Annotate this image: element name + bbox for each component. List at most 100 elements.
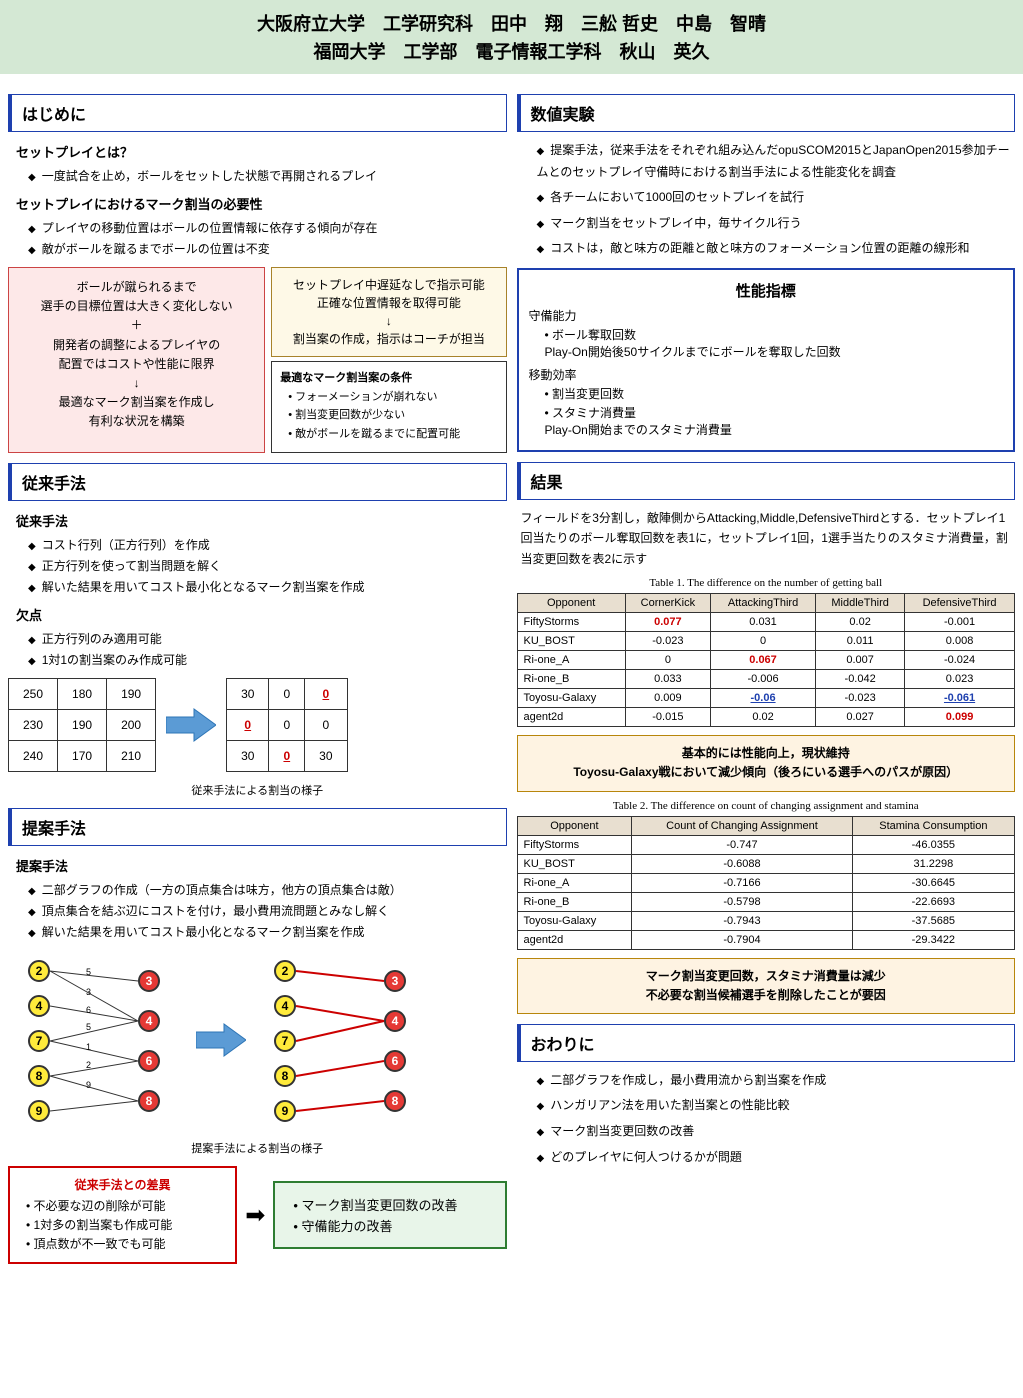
table-cell: KU_BOST xyxy=(517,854,632,873)
list-item: 二部グラフを作成し，最小費用流から割当案を作成 xyxy=(537,1070,1016,1092)
diff-title: 従来手法との差異 xyxy=(18,1176,227,1193)
difference-box: 従来手法との差異 不必要な辺の削除が可能1対多の割当案も作成可能頂点数が不一致で… xyxy=(8,1166,237,1264)
prop-sub: 提案手法 xyxy=(16,856,507,875)
list-item: 頂点数が不一致でも可能 xyxy=(26,1235,227,1252)
matrix-cell: 30 xyxy=(305,741,347,772)
graph-node-enemy: 3 xyxy=(384,970,406,992)
table-header: Opponent xyxy=(517,594,625,613)
yellow-stack: セットプレイ中遅延なしで指示可能 正確な位置情報を取得可能 ↓ 割当案の作成，指… xyxy=(271,267,506,453)
matrix-cell: 240 xyxy=(9,741,58,772)
list-item: コスト行列（正方行列）を作成 xyxy=(28,536,507,553)
table-cell: 0.009 xyxy=(625,689,710,708)
table-cell: 0.007 xyxy=(816,651,905,670)
graph-node-enemy: 6 xyxy=(138,1050,160,1072)
matrix-cell: 0 xyxy=(305,679,347,710)
section-conclusion: おわりに xyxy=(517,1024,1016,1062)
section-results: 結果 xyxy=(517,462,1016,500)
list-item: スタミナ消費量 Play-On開始までのスタミナ消費量 xyxy=(545,404,1004,438)
matrix-cell: 210 xyxy=(107,741,156,772)
white-box-list: フォーメーションが崩れない割当変更回数が少ない敵がボールを蹴るまでに配置可能 xyxy=(280,389,497,443)
table-cell: agent2d xyxy=(517,930,632,949)
table-cell: -0.747 xyxy=(632,835,852,854)
table-cell: -0.7943 xyxy=(632,911,852,930)
table-cell: -0.015 xyxy=(625,708,710,727)
table-cell: FiftyStorms xyxy=(517,613,625,632)
improve-list: マーク割当変更回数の改善守備能力の改善 xyxy=(285,1195,494,1235)
table1: OpponentCornerKickAttackingThirdMiddleTh… xyxy=(517,593,1016,727)
list-item: 割当変更回数 xyxy=(545,385,1004,402)
table-cell: Ri-one_A xyxy=(517,651,625,670)
cost-matrix-right: 300000030030 xyxy=(226,678,347,772)
matrix-cell: 0 xyxy=(269,679,305,710)
edge-weight: 5 xyxy=(86,967,91,977)
graph-node-enemy: 4 xyxy=(138,1010,160,1032)
matrix-cell: 30 xyxy=(227,741,269,772)
table-cell: -30.6645 xyxy=(852,873,1014,892)
header-line-2: 福岡大学 工学部 電子情報工学科 秋山 英久 xyxy=(0,38,1023,64)
table-cell: Toyosu-Galaxy xyxy=(517,911,632,930)
edge-weight: 2 xyxy=(86,1060,91,1070)
orange-summary-2: マーク割当変更回数，スタミナ消費量は減少 不必要な割当候補選手を削除したことが要… xyxy=(517,958,1016,1014)
perf-def-list: ボール奪取回数 Play-On開始後50サイクルまでにボールを奪取した回数 xyxy=(529,326,1004,360)
matrix-cell: 190 xyxy=(58,710,107,741)
table-cell: -0.001 xyxy=(905,613,1015,632)
bottom-comparison: 従来手法との差異 不必要な辺の削除が可能1対多の割当案も作成可能頂点数が不一致で… xyxy=(8,1166,507,1264)
table-cell: Ri-one_B xyxy=(517,892,632,911)
arrow-icon-2 xyxy=(196,1020,246,1060)
perf-def-label: 守備能力 xyxy=(529,307,1004,324)
graph-node-ally: 8 xyxy=(274,1065,296,1087)
edge-weight: 3 xyxy=(86,987,91,997)
table-cell: FiftyStorms xyxy=(517,835,632,854)
table-header: Count of Changing Assignment xyxy=(632,816,852,835)
graph-node-enemy: 3 xyxy=(138,970,160,992)
list-item: プレイヤの移動位置はボールの位置情報に依存する傾向が存在 xyxy=(28,219,507,236)
matrix-cell: 30 xyxy=(227,679,269,710)
table-cell: 0.067 xyxy=(710,651,815,670)
bipartite-before: 2478934685365129 xyxy=(8,950,188,1130)
white-conditions-box: 最適なマーク割当案の条件 フォーメーションが崩れない割当変更回数が少ない敵がボー… xyxy=(271,361,506,453)
table-cell: 0.02 xyxy=(816,613,905,632)
list-item: 不必要な辺の削除が可能 xyxy=(26,1197,227,1214)
table-header: DefensiveThird xyxy=(905,594,1015,613)
sub-mark-necessity: セットプレイにおけるマーク割当の必要性 xyxy=(16,194,507,213)
table-cell: 0 xyxy=(710,632,815,651)
perf-eff-label: 移動効率 xyxy=(529,366,1004,383)
matrix-cell: 180 xyxy=(58,679,107,710)
bipartite-caption: 提案手法による割当の様子 xyxy=(8,1140,507,1156)
sub1-list: 一度試合を止め，ボールをセットした状態で再開されるプレイ xyxy=(8,167,507,184)
list-item: 1対1の割当案のみ作成可能 xyxy=(28,651,507,668)
table-cell: -0.06 xyxy=(710,689,815,708)
list-item: 頂点集合を結ぶ辺にコストを付け，最小費用流問題とみなし解く xyxy=(28,902,507,919)
list-item: マーク割当をセットプレイ中，毎サイクル行う xyxy=(537,213,1016,235)
table-cell: Toyosu-Galaxy xyxy=(517,689,625,708)
list-item: ハンガリアン法を用いた割当案との性能比較 xyxy=(537,1095,1016,1117)
table-cell: -0.024 xyxy=(905,651,1015,670)
table-cell: -29.3422 xyxy=(852,930,1014,949)
table-cell: 0.011 xyxy=(816,632,905,651)
graph-node-ally: 4 xyxy=(28,995,50,1017)
edge-weight: 1 xyxy=(86,1042,91,1052)
list-item: 割当変更回数が少ない xyxy=(288,407,497,424)
left-column: はじめに セットプレイとは？ 一度試合を止め，ボールをセットした状態で再開される… xyxy=(8,84,507,1264)
matrix-cell: 200 xyxy=(107,710,156,741)
table-cell: -0.061 xyxy=(905,689,1015,708)
graph-node-ally: 7 xyxy=(28,1030,50,1052)
list-item: 解いた結果を用いてコスト最小化となるマーク割当案を作成 xyxy=(28,578,507,595)
graph-node-ally: 9 xyxy=(274,1100,296,1122)
results-paragraph: フィールドを3分割し，敵陣側からAttacking,Middle,Defensi… xyxy=(521,508,1012,569)
yellow-coach-box: セットプレイ中遅延なしで指示可能 正確な位置情報を取得可能 ↓ 割当案の作成，指… xyxy=(271,267,506,357)
table-cell: -46.0355 xyxy=(852,835,1014,854)
bipartite-diagram: 2478934685365129 247893468 xyxy=(8,950,507,1130)
header-banner: 大阪府立大学 工学研究科 田中 翔 三舩 哲史 中島 智晴 福岡大学 工学部 電… xyxy=(0,0,1023,74)
table-cell: -22.6693 xyxy=(852,892,1014,911)
sub-setplay-def: セットプレイとは？ xyxy=(16,142,507,161)
graph-node-ally: 2 xyxy=(28,960,50,982)
matrix-cell: 0 xyxy=(269,710,305,741)
list-item: 守備能力の改善 xyxy=(293,1216,494,1235)
section-experiment: 数値実験 xyxy=(517,94,1016,132)
graph-node-ally: 7 xyxy=(274,1030,296,1052)
table-cell: -0.023 xyxy=(625,632,710,651)
cost-matrix-left: 250180190230190200240170210 xyxy=(8,678,156,772)
orange-summary-1: 基本的には性能向上，現状維持 Toyosu-Galaxy戦において減少傾向（後ろ… xyxy=(517,735,1016,791)
table-cell: -0.5798 xyxy=(632,892,852,911)
